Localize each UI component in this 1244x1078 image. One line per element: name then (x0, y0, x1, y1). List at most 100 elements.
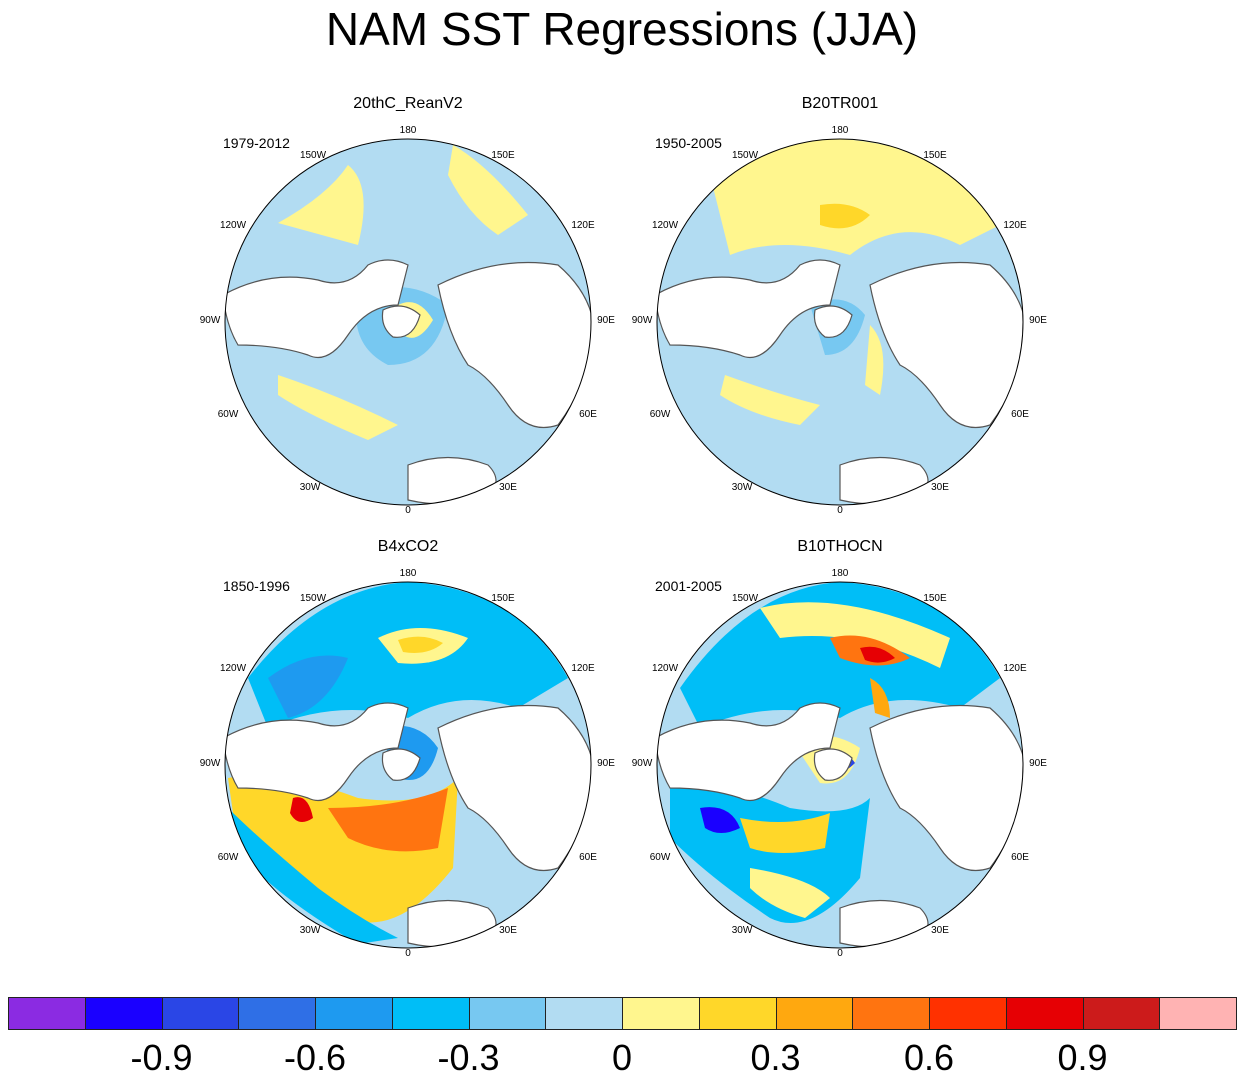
sst-contour (710, 139, 1000, 255)
longitude-label: 150E (491, 150, 515, 161)
longitude-label: 60W (217, 409, 239, 420)
longitude-label: 0 (837, 505, 843, 516)
longitude-label: 180 (399, 125, 417, 136)
sst-contour (268, 655, 348, 718)
land-mass (225, 702, 409, 802)
colorbar-tick-label: -0.9 (130, 1037, 193, 1078)
longitude-label: 150W (299, 150, 327, 161)
sst-contour (448, 145, 528, 235)
longitude-label: 90W (631, 315, 653, 326)
longitude-label: 0 (405, 948, 411, 959)
longitude-label: 150W (731, 593, 759, 604)
figure-title: NAM SST Regressions (JJA) (325, 3, 919, 55)
land-mass (225, 259, 409, 359)
longitude-label: 60W (217, 852, 239, 863)
colorbar-swatch (775, 997, 854, 1030)
sst-contour (700, 807, 740, 833)
colorbar-swatch (8, 997, 86, 1030)
land-mass (407, 456, 497, 505)
panel-b4xco2: B4xCO2 1850-1996 180 150W 150E 120W 120E 90W 90E… (198, 538, 618, 968)
longitude-label: 90E (597, 315, 615, 326)
panel-title: B4xCO2 (377, 538, 439, 555)
land-mass (657, 702, 841, 802)
longitude-label: 120W (651, 663, 679, 674)
longitude-label: 30E (931, 482, 949, 493)
colorbar-tick-label: 0 (611, 1037, 633, 1078)
colorbar-swatch (698, 997, 777, 1030)
sst-contour (290, 797, 313, 822)
longitude-label: 90W (631, 758, 653, 769)
map-boundary (224, 138, 592, 506)
longitude-label: 30E (931, 925, 949, 936)
polar-map (656, 581, 1024, 949)
sst-contour (750, 868, 830, 918)
panel-title: B20TR001 (801, 95, 879, 112)
longitude-label: 90E (597, 758, 615, 769)
sst-contour (278, 165, 364, 245)
longitude-label: 120E (1003, 220, 1027, 231)
map-boundary (224, 581, 592, 949)
land-mass (381, 305, 421, 338)
longitude-label: 60W (649, 852, 671, 863)
longitude-label: 60E (579, 852, 597, 863)
longitude-label: 90W (199, 315, 221, 326)
longitude-label: 30W (731, 925, 753, 936)
colorbar-swatch (1082, 997, 1161, 1030)
longitude-label: 60E (1011, 409, 1029, 420)
longitude-label: 150W (731, 150, 759, 161)
longitude-label: 60E (1011, 852, 1029, 863)
sst-contour (870, 678, 890, 718)
colorbar (8, 997, 1237, 1031)
longitude-label: 120W (219, 220, 247, 231)
panel-b20tr001: B20TR001 1950-2005 180 150W 150E 120W 120E 90W 9… (630, 95, 1050, 525)
longitude-label: 150E (923, 150, 947, 161)
longitude-label: 60W (649, 409, 671, 420)
longitude-label: 120W (651, 220, 679, 231)
panel-title: B10THOCN (797, 538, 883, 555)
longitude-label: 30W (299, 925, 321, 936)
colorbar-swatch (545, 997, 623, 1030)
colorbar-swatch (852, 997, 930, 1030)
longitude-label: 150E (491, 593, 515, 604)
sst-contour (865, 325, 884, 395)
longitude-label: 90E (1029, 315, 1047, 326)
land-mass (813, 748, 853, 781)
longitude-label: 120E (571, 220, 595, 231)
longitude-label: 90W (199, 758, 221, 769)
polar-map (224, 138, 592, 506)
land-mass (407, 899, 497, 948)
longitude-label: 180 (831, 568, 849, 579)
map-boundary (656, 138, 1024, 506)
panel-period: 1950-2005 (655, 135, 722, 151)
panel-b10thocn: B10THOCN 2001-2005 180 150W 150E 120W 120E 90W 9… (630, 538, 1050, 968)
colorbar-swatch (161, 997, 240, 1030)
longitude-label: 30E (499, 482, 517, 493)
longitude-label: 30E (499, 925, 517, 936)
sst-contour (720, 375, 820, 425)
colorbar-tick-label: 0.6 (903, 1037, 955, 1078)
longitude-label: 60E (579, 409, 597, 420)
panel-title: 20thC_ReanV2 (353, 95, 463, 112)
panel-period: 1850-1996 (223, 578, 290, 594)
panel-period: 2001-2005 (655, 578, 722, 594)
colorbar-tick-label: -0.3 (437, 1037, 500, 1078)
polar-map (656, 138, 1024, 506)
longitude-label: 30W (731, 482, 753, 493)
colorbar-tick-label: 0.9 (1057, 1037, 1108, 1078)
longitude-label: 150E (923, 593, 947, 604)
longitude-label: 90E (1029, 758, 1047, 769)
sst-contour (760, 602, 950, 668)
polar-map (224, 581, 592, 949)
panel-20thc-reanv2: 20thC_ReanV2 1979-2012 180 150W 150E 120W 120E… (198, 95, 618, 525)
colorbar-swatch (315, 997, 393, 1030)
sst-contour (398, 636, 443, 653)
land-mass (813, 305, 853, 338)
longitude-label: 120W (219, 663, 247, 674)
colorbar-swatch (929, 997, 1007, 1030)
land-mass (657, 259, 841, 359)
longitude-label: 120E (1003, 663, 1027, 674)
land-mass (839, 899, 929, 948)
longitude-label: 0 (405, 505, 411, 516)
longitude-label: 180 (831, 125, 849, 136)
colorbar-swatch (1005, 997, 1084, 1030)
